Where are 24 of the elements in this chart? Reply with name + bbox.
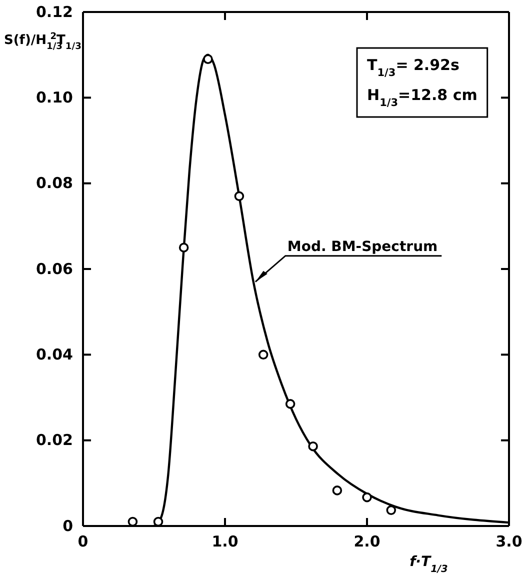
y-tick-label: 0.12 [36, 2, 73, 21]
point [234, 191, 244, 202]
x-tick-label: 0 [78, 532, 88, 551]
y-tick-label: 0 [62, 516, 73, 535]
point [178, 242, 189, 252]
text: Mod. BM-Spectrum [287, 238, 438, 255]
y-tick-label: 0.06 [36, 260, 73, 278]
point [203, 54, 213, 64]
annotation: H$_{1/3}$=12.8 cm [367, 86, 478, 109]
point [386, 505, 396, 516]
x-tick-label: 1.0 [212, 532, 238, 551]
y-tick-label: 0.10 [36, 88, 73, 106]
point [362, 492, 372, 502]
x-axis-title: f·T$_{1/3}$ [410, 554, 448, 574]
y-tick-label: 0.08 [36, 174, 73, 192]
x-tick-label: 3.0 [496, 532, 522, 551]
y-tick-label: 0.04 [36, 345, 73, 364]
annotation: T$_{1/3}$= 2.92s [367, 56, 460, 79]
point [258, 350, 268, 360]
point [332, 486, 342, 496]
point [308, 441, 318, 452]
y-tick-label: 0.02 [36, 431, 73, 450]
x-tick-label: 2.0 [354, 532, 380, 551]
point [285, 399, 296, 409]
